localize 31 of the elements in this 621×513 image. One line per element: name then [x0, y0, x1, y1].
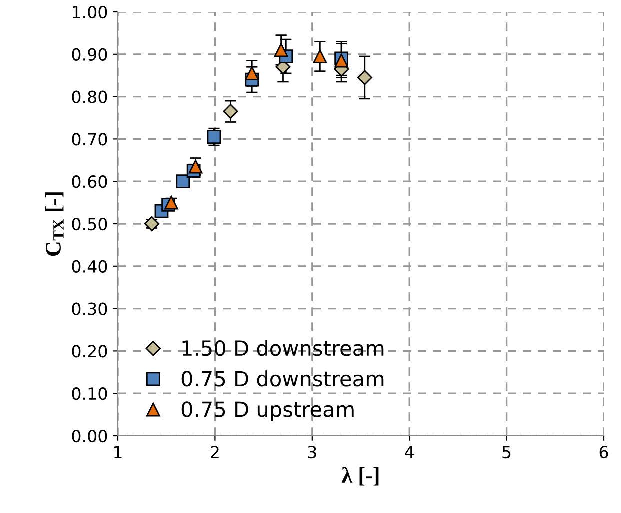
point [313, 50, 328, 64]
point [176, 174, 190, 189]
y-tick-label: 0.80 [72, 90, 108, 104]
point [357, 70, 372, 86]
y-tick-label: 0.00 [72, 430, 108, 443]
y-tick-label: 0.70 [72, 133, 108, 146]
point [274, 43, 288, 58]
x-tick-label: 3 [308, 446, 316, 459]
point [245, 66, 260, 80]
y-tick-label: 0.30 [72, 302, 108, 316]
y-tick-label: 0.10 [72, 388, 108, 400]
x-tick-label: 1 [114, 446, 122, 458]
y-tick-label: 0.90 [72, 48, 108, 61]
x-tick-label: 5 [502, 446, 511, 459]
x-tick-label: 6 [600, 446, 608, 459]
y-tick-label: 0.50 [72, 218, 108, 231]
y-axis-title: C$_{TX}$ [-] [45, 192, 64, 256]
point [207, 130, 222, 144]
x-tick-label: 4 [405, 446, 414, 458]
legend-label: 0.75 D upstream [182, 402, 354, 422]
x-tick-label: 2 [211, 446, 219, 458]
point [223, 104, 238, 120]
y-tick-label: 1.00 [73, 6, 108, 19]
point [164, 196, 178, 210]
y-tick-label: 0.60 [72, 176, 108, 188]
legend-label: 1.50 D downstream [182, 340, 384, 356]
y-tick-label: 0.20 [72, 345, 108, 358]
legend-label: 0.75 D downstream [182, 370, 384, 387]
y-tick-label: 0.40 [72, 260, 108, 273]
point [144, 216, 160, 232]
x-axis-title: λ [-] [342, 467, 379, 486]
